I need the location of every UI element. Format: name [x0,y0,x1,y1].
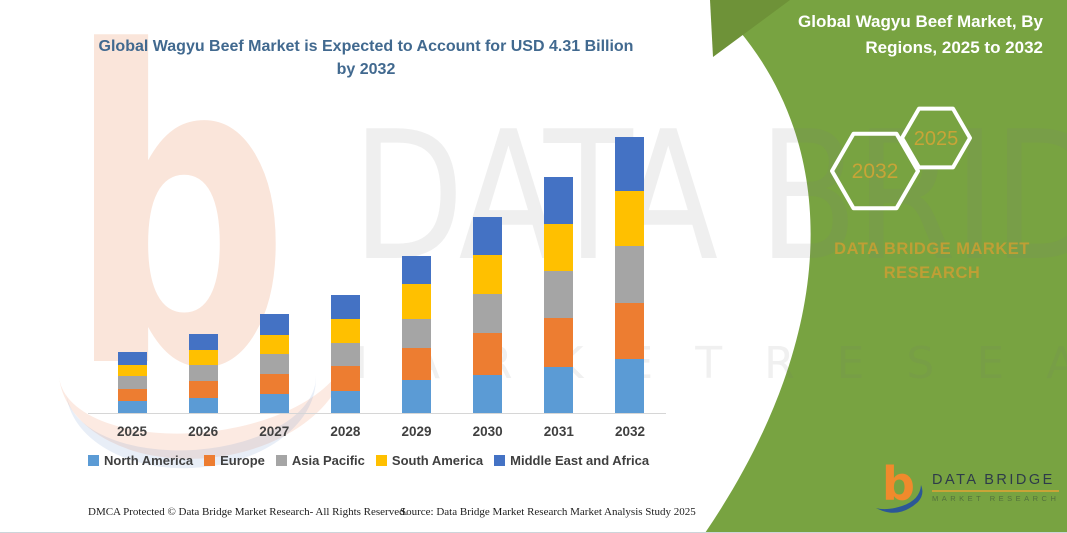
watermark-logo-b-icon: b [68,0,290,463]
bar-segment-asia-pacific [544,271,574,318]
x-axis-label-2032: 2032 [614,424,645,439]
bar-segment-middle-east-and-africa [330,295,360,319]
bar-segment-europe [544,318,574,367]
legend-item-south-america: South America [375,453,484,468]
bar-segment-south-america [188,350,218,365]
x-axis-line [88,413,666,414]
hexagon-2032-icon [830,131,920,211]
bar-segment-asia-pacific [259,354,289,374]
x-axis-label-2027: 2027 [259,424,290,439]
bar-segment-asia-pacific [615,246,645,303]
chart-title: Global Wagyu Beef Market is Expected to … [98,38,634,78]
bar-segment-north-america [402,380,432,413]
bar-segment-north-america [473,375,503,413]
bar-2025 [117,133,147,413]
bar-segment-north-america [188,398,218,413]
bar-segment-north-america [330,391,360,413]
logo-brand-subtext: MARKET RESEARCH [932,494,1060,503]
green-panel-corner-wedge [710,0,790,57]
x-axis-label-2030: 2030 [472,424,503,439]
bar-segment-middle-east-and-africa [544,177,574,224]
legend-label: South America [391,453,484,468]
bar-segment-middle-east-and-africa [259,314,289,335]
bar-segment-europe [188,381,218,398]
bar-segment-south-america [259,335,289,354]
hexagon-year-2032: 2032 [852,160,899,183]
legend-swatch-icon [494,455,506,466]
legend-item-middle-east-and-africa: Middle East and Africa [494,453,649,468]
logo-brand-name: DATA BRIDGE [932,472,1060,492]
bar-segment-south-america [117,365,147,376]
bar-segment-south-america [473,255,503,294]
bar-segment-asia-pacific [473,294,503,333]
legend-label: Europe [220,453,265,468]
legend-item-north-america: North America [88,453,193,468]
hexagon-2025-icon [900,106,972,170]
legend-label: Middle East and Africa [510,453,650,468]
svg-text:b: b [882,460,915,511]
bar-plot [88,133,666,413]
legend-swatch-icon [375,455,387,466]
bar-segment-asia-pacific [117,376,147,389]
bar-segment-south-america [615,191,645,246]
bar-segment-asia-pacific [188,365,218,381]
hexagon-year-2025: 2025 [914,128,959,150]
legend-label: Asia Pacific [291,453,365,468]
bar-segment-middle-east-and-africa [473,217,503,255]
bar-segment-middle-east-and-africa [402,256,432,284]
databridge-logo: b DATA BRIDGE MARKET RESEARCH [874,460,1060,522]
bar-2031 [544,133,574,413]
legend-swatch-icon [88,455,99,466]
legend-label: North America [104,453,194,468]
bar-segment-south-america [330,319,360,343]
bar-segment-middle-east-and-africa [188,334,218,350]
bar-segment-north-america [259,394,289,413]
bar-segment-europe [615,303,645,359]
legend-item-asia-pacific: Asia Pacific [275,453,365,468]
bar-2028 [330,133,360,413]
databridge-logo-icon: b [876,460,923,513]
bar-segment-europe [259,374,289,394]
x-axis-label-2031: 2031 [543,424,574,439]
bar-segment-middle-east-and-africa [615,137,645,191]
brand-heading: DATA BRIDGE MARKET RESEARCH [834,240,1030,282]
bar-2027 [259,133,289,413]
bar-segment-north-america [544,367,574,413]
bar-segment-south-america [544,224,574,271]
bar-segment-europe [473,333,503,375]
bar-2030 [473,133,503,413]
bar-segment-europe [402,348,432,380]
chart-legend: North America Europe Asia Pacific South Ame… [88,453,688,468]
legend-item-europe: Europe [204,453,265,468]
x-axis-labels: 2025 2026 2027 2028 2029 2030 2031 2032 [88,424,666,442]
bar-segment-asia-pacific [330,343,360,366]
legend-swatch-icon [204,455,216,466]
right-panel-title: Global Wagyu Beef Market, By Regions, 20… [798,12,1043,57]
bar-2032 [615,133,645,413]
x-axis-label-2029: 2029 [401,424,432,439]
bar-2026 [188,133,218,413]
x-axis-label-2028: 2028 [330,424,361,439]
x-axis-label-2026: 2026 [188,424,219,439]
footer-source-text: Source: Data Bridge Market Research Mark… [400,506,696,518]
bar-2029 [402,133,432,413]
bar-segment-north-america [117,401,147,413]
x-axis-label-2025: 2025 [116,424,148,439]
legend-swatch-icon [275,455,287,466]
bar-segment-asia-pacific [402,319,432,348]
bar-segment-middle-east-and-africa [117,352,147,365]
bar-segment-north-america [615,359,645,413]
footer-dmca-text: DMCA Protected © Data Bridge Market Rese… [88,506,408,518]
bar-segment-europe [330,366,360,391]
green-panel-shape [705,0,1067,532]
bar-segment-europe [117,389,147,401]
bar-segment-south-america [402,284,432,319]
